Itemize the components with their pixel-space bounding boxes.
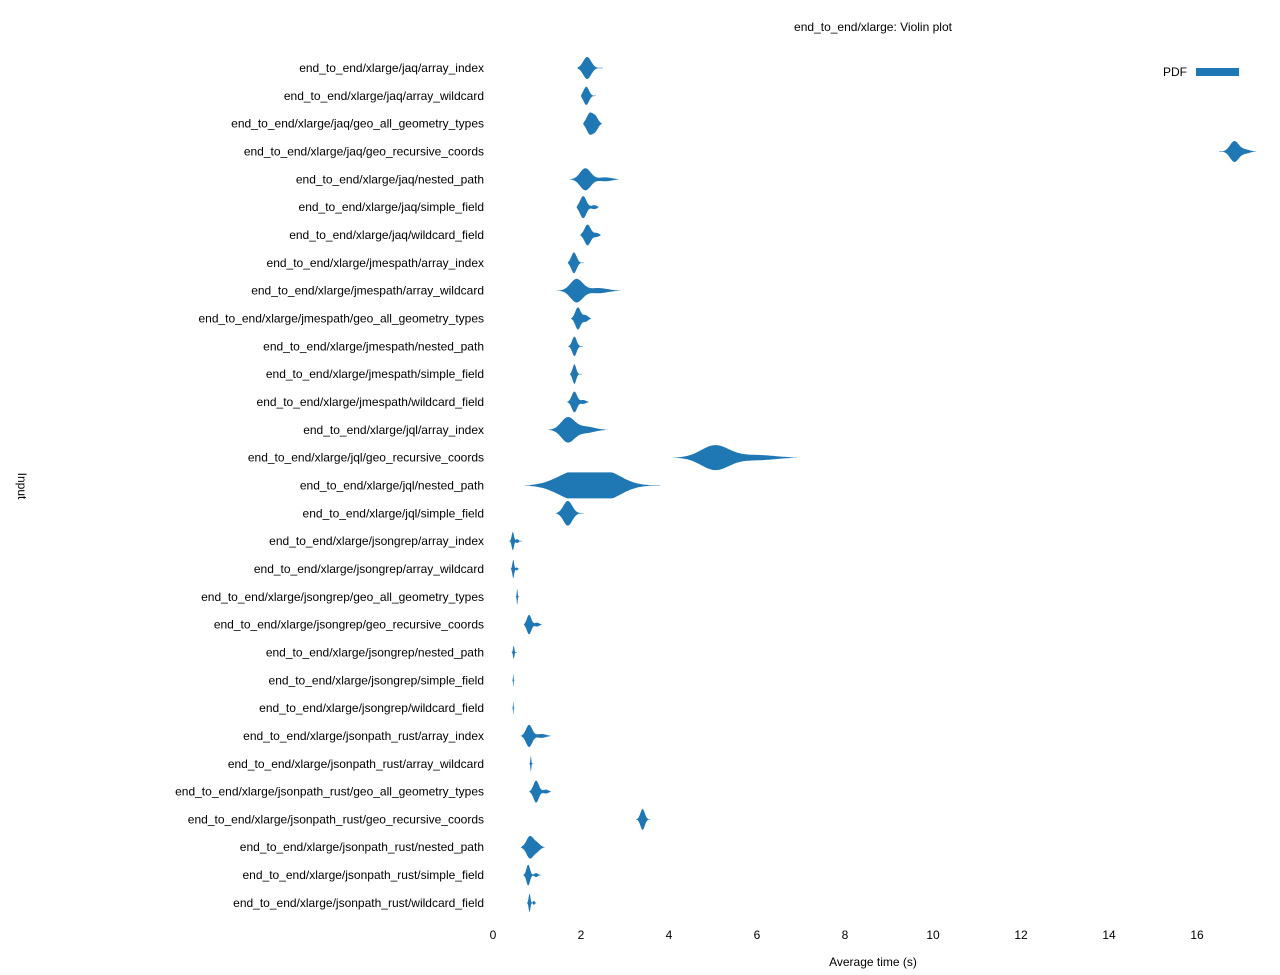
violin-mark bbox=[555, 500, 585, 526]
violin-mark bbox=[520, 835, 545, 859]
y-tick-label: end_to_end/xlarge/jsonpath_rust/nested_p… bbox=[240, 840, 484, 854]
x-axis-ticks: 0 2 4 6 8 10 12 14 16 bbox=[490, 928, 1204, 942]
y-tick-label: end_to_end/xlarge/jql/simple_field bbox=[303, 506, 484, 520]
violin-mark bbox=[576, 196, 599, 219]
x-tick-label: 8 bbox=[842, 928, 849, 942]
y-tick-label: end_to_end/xlarge/jsonpath_rust/array_in… bbox=[243, 729, 484, 743]
legend: PDF bbox=[1163, 65, 1239, 79]
y-tick-label: end_to_end/xlarge/jaq/geo_recursive_coor… bbox=[244, 144, 484, 158]
y-tick-label: end_to_end/xlarge/jsongrep/nested_path bbox=[266, 645, 484, 659]
violin-mark bbox=[526, 893, 537, 912]
violin-mark bbox=[569, 168, 619, 191]
y-tick-label: end_to_end/xlarge/jsonpath_rust/simple_f… bbox=[243, 868, 485, 882]
violin-mark bbox=[570, 364, 582, 384]
x-tick-label: 12 bbox=[1014, 928, 1028, 942]
y-tick-label: end_to_end/xlarge/jql/geo_recursive_coor… bbox=[248, 451, 484, 465]
y-tick-label: end_to_end/xlarge/jsongrep/geo_recursive… bbox=[214, 618, 484, 632]
x-tick-label: 10 bbox=[926, 928, 940, 942]
y-tick-label: end_to_end/xlarge/jmespath/geo_all_geome… bbox=[198, 311, 484, 325]
violin-mark bbox=[515, 589, 520, 605]
violins bbox=[508, 57, 1256, 912]
violin-mark bbox=[636, 809, 651, 830]
y-tick-label: end_to_end/xlarge/jaq/array_index bbox=[299, 61, 484, 75]
violin-mark bbox=[570, 307, 592, 330]
violin-mark bbox=[522, 864, 542, 886]
x-tick-label: 16 bbox=[1190, 928, 1204, 942]
y-tick-label: end_to_end/xlarge/jsongrep/simple_field bbox=[269, 673, 484, 687]
violin-mark bbox=[511, 645, 518, 659]
y-tick-label: end_to_end/xlarge/jmespath/nested_path bbox=[263, 339, 484, 353]
y-axis-tick-labels: end_to_end/xlarge/jaq/array_index end_to_… bbox=[175, 61, 484, 910]
violin-mark bbox=[567, 252, 585, 274]
violin-mark bbox=[566, 391, 589, 413]
violin-mark bbox=[529, 780, 552, 803]
y-tick-label: end_to_end/xlarge/jmespath/simple_field bbox=[266, 367, 484, 381]
violin-mark bbox=[523, 614, 542, 635]
violin-mark bbox=[512, 701, 515, 715]
y-tick-label: end_to_end/xlarge/jsonpath_rust/wildcard… bbox=[233, 896, 484, 910]
x-tick-label: 0 bbox=[490, 928, 497, 942]
y-tick-label: end_to_end/xlarge/jaq/simple_field bbox=[299, 200, 484, 214]
y-axis-label: Input bbox=[15, 473, 29, 500]
violin-mark bbox=[529, 756, 533, 772]
violin-mark bbox=[556, 278, 621, 303]
violin-mark bbox=[673, 445, 797, 471]
legend-swatch bbox=[1196, 68, 1239, 76]
violin-mark bbox=[548, 417, 608, 443]
y-tick-label: end_to_end/xlarge/jaq/array_wildcard bbox=[284, 89, 484, 103]
violin-mark bbox=[581, 86, 596, 105]
violin-mark bbox=[512, 673, 515, 687]
y-tick-label: end_to_end/xlarge/jmespath/array_wildcar… bbox=[251, 284, 484, 298]
y-tick-label: end_to_end/xlarge/jsonpath_rust/array_wi… bbox=[228, 757, 484, 771]
y-tick-label: end_to_end/xlarge/jaq/geo_all_geometry_t… bbox=[231, 117, 484, 131]
chart-title: end_to_end/xlarge: Violin plot bbox=[794, 20, 953, 34]
violin-mark bbox=[580, 224, 601, 246]
y-tick-label: end_to_end/xlarge/jsongrep/geo_all_geome… bbox=[201, 590, 484, 604]
legend-label: PDF bbox=[1163, 65, 1187, 79]
violin-mark bbox=[525, 472, 661, 499]
y-tick-label: end_to_end/xlarge/jaq/nested_path bbox=[296, 172, 484, 186]
y-tick-label: end_to_end/xlarge/jsongrep/array_wildcar… bbox=[254, 562, 484, 576]
y-tick-label: end_to_end/xlarge/jql/array_index bbox=[303, 423, 484, 437]
y-tick-label: end_to_end/xlarge/jsonpath_rust/geo_all_… bbox=[175, 785, 484, 799]
violin-mark bbox=[577, 57, 603, 79]
y-tick-label: end_to_end/xlarge/jaq/wildcard_field bbox=[289, 228, 484, 242]
x-tick-label: 2 bbox=[578, 928, 585, 942]
y-tick-label: end_to_end/xlarge/jql/nested_path bbox=[300, 478, 484, 492]
x-axis-label: Average time (s) bbox=[829, 955, 917, 969]
violin-mark bbox=[583, 112, 603, 135]
violin-mark bbox=[567, 336, 584, 356]
y-tick-label: end_to_end/xlarge/jsongrep/wildcard_fiel… bbox=[259, 701, 484, 715]
violin-mark bbox=[520, 724, 552, 747]
x-tick-label: 6 bbox=[754, 928, 761, 942]
y-tick-label: end_to_end/xlarge/jmespath/wildcard_fiel… bbox=[257, 395, 484, 409]
violin-mark bbox=[510, 559, 520, 578]
x-tick-label: 4 bbox=[666, 928, 673, 942]
y-tick-label: end_to_end/xlarge/jsonpath_rust/geo_recu… bbox=[188, 812, 484, 826]
y-tick-label: end_to_end/xlarge/jsongrep/array_index bbox=[269, 534, 484, 548]
x-tick-label: 14 bbox=[1102, 928, 1116, 942]
violin-mark bbox=[508, 532, 522, 551]
y-tick-label: end_to_end/xlarge/jmespath/array_index bbox=[267, 256, 484, 270]
violin-mark bbox=[1219, 141, 1256, 162]
